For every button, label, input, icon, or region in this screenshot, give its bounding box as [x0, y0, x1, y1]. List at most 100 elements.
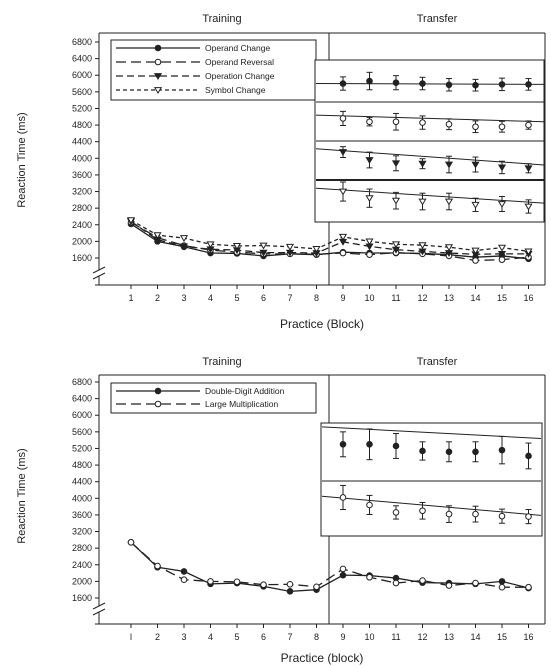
- data-point: [419, 80, 426, 87]
- error-bar: [338, 181, 348, 202]
- data-point: [286, 580, 294, 588]
- inset-row: [321, 426, 542, 470]
- error-bar: [472, 78, 479, 92]
- axis-break-mark-lower: [92, 608, 106, 616]
- x-tick-label: 13: [444, 293, 454, 303]
- x-tick-label: 3: [181, 632, 186, 642]
- data-point: [498, 446, 506, 454]
- y-tick-label: 3600: [72, 170, 92, 180]
- error-bar: [472, 505, 479, 523]
- error-bar: [497, 160, 507, 175]
- y-axis-ticks: 1600 2000 2400 2800 3200 3600 4000 4400 4800 5200…: [72, 377, 99, 625]
- y-tick-label: 2000: [72, 236, 92, 246]
- y-tick-label: 2800: [72, 203, 92, 213]
- chart-panel-top: Training Transfer 1600200024002800320036…: [16, 13, 546, 331]
- x-tick-label: 6: [261, 293, 266, 303]
- y-tick-label: 4000: [72, 493, 92, 503]
- data-point: [153, 87, 163, 94]
- data-point: [419, 447, 426, 455]
- data-point: [392, 442, 400, 450]
- y-tick-label: 6400: [72, 394, 92, 404]
- error-bar: [445, 441, 453, 463]
- series-line: [130, 221, 529, 262]
- data-point: [312, 245, 321, 253]
- data-point: [444, 198, 454, 206]
- legend-entry: Symbol Change: [116, 85, 266, 95]
- data-point: [180, 568, 188, 575]
- legend: Double-Digit Addition Large Multiplicatio…: [110, 382, 317, 414]
- legend-entry: Operation Change: [116, 71, 275, 81]
- x-tick-label: 6: [261, 632, 266, 642]
- x-tick-label: 4: [208, 632, 213, 642]
- error-bar: [392, 433, 400, 459]
- error-bar: [445, 118, 453, 131]
- x-tick-label: 16: [523, 632, 533, 642]
- error-bar: [525, 78, 532, 91]
- data-point: [497, 201, 507, 208]
- inset-reference-line: [315, 187, 545, 204]
- data-point: [366, 118, 373, 126]
- inset-row: [321, 484, 542, 525]
- x-tick-label: 14: [470, 632, 480, 642]
- inset-reference-line: [315, 114, 545, 123]
- error-bar: [418, 192, 427, 211]
- legend-label: Large Multiplication: [205, 399, 279, 409]
- phase-label-training: Training: [202, 356, 241, 368]
- y-axis-label: Reaction Time (ms): [16, 448, 28, 543]
- error-bar: [391, 155, 401, 172]
- data-point: [525, 583, 532, 591]
- axis-break-mark-upper: [92, 602, 106, 610]
- error-bar: [339, 110, 347, 126]
- error-bar: [444, 155, 454, 174]
- data-point: [418, 160, 427, 168]
- data-point: [497, 244, 507, 252]
- data-point: [366, 501, 373, 509]
- error-bar: [366, 117, 373, 127]
- x-axis-label: Practice (block): [281, 651, 364, 665]
- data-point: [153, 73, 163, 80]
- legend: Operand Change Operand Reversal Operation …: [110, 39, 317, 101]
- data-point: [445, 81, 453, 89]
- inset-row: [315, 71, 545, 92]
- series-line: [130, 541, 529, 593]
- data-point: [524, 165, 533, 173]
- x-tick-label: 11: [391, 293, 400, 303]
- y-tick-label: 6000: [72, 410, 92, 420]
- data-point: [392, 118, 400, 126]
- error-bar: [338, 146, 348, 158]
- data-point: [392, 79, 400, 87]
- data-point: [339, 80, 347, 87]
- data-point: [260, 581, 267, 589]
- error-bar: [366, 494, 373, 516]
- y-tick-label: 2400: [72, 560, 92, 570]
- series-operand-change: [127, 220, 532, 263]
- data-point: [392, 509, 400, 516]
- data-point: [498, 578, 506, 585]
- data-point: [472, 510, 479, 518]
- error-bar: [418, 158, 427, 170]
- data-point: [444, 161, 454, 169]
- data-point: [392, 579, 400, 587]
- x-tick-label: 5: [234, 293, 239, 303]
- error-bar: [445, 505, 453, 523]
- error-bar: [498, 120, 506, 133]
- legend-label: Operand Change: [205, 43, 270, 53]
- data-point: [525, 81, 532, 88]
- error-bar: [339, 431, 347, 458]
- legend-entry: Double-Digit Addition: [116, 386, 285, 396]
- data-point: [445, 120, 453, 128]
- data-point: [259, 242, 268, 250]
- error-bar: [498, 508, 506, 524]
- data-point: [126, 217, 136, 225]
- phase-label-transfer: Transfer: [417, 13, 458, 25]
- data-point: [524, 248, 533, 256]
- data-point: [233, 578, 241, 586]
- data-point: [259, 249, 268, 257]
- y-tick-label: 5200: [72, 103, 92, 113]
- x-tick-label: 10: [364, 632, 374, 642]
- data-point: [339, 565, 347, 573]
- legend-label: Operation Change: [205, 71, 275, 81]
- x-tick-label: 15: [497, 632, 507, 642]
- y-tick-label: 5600: [72, 427, 92, 437]
